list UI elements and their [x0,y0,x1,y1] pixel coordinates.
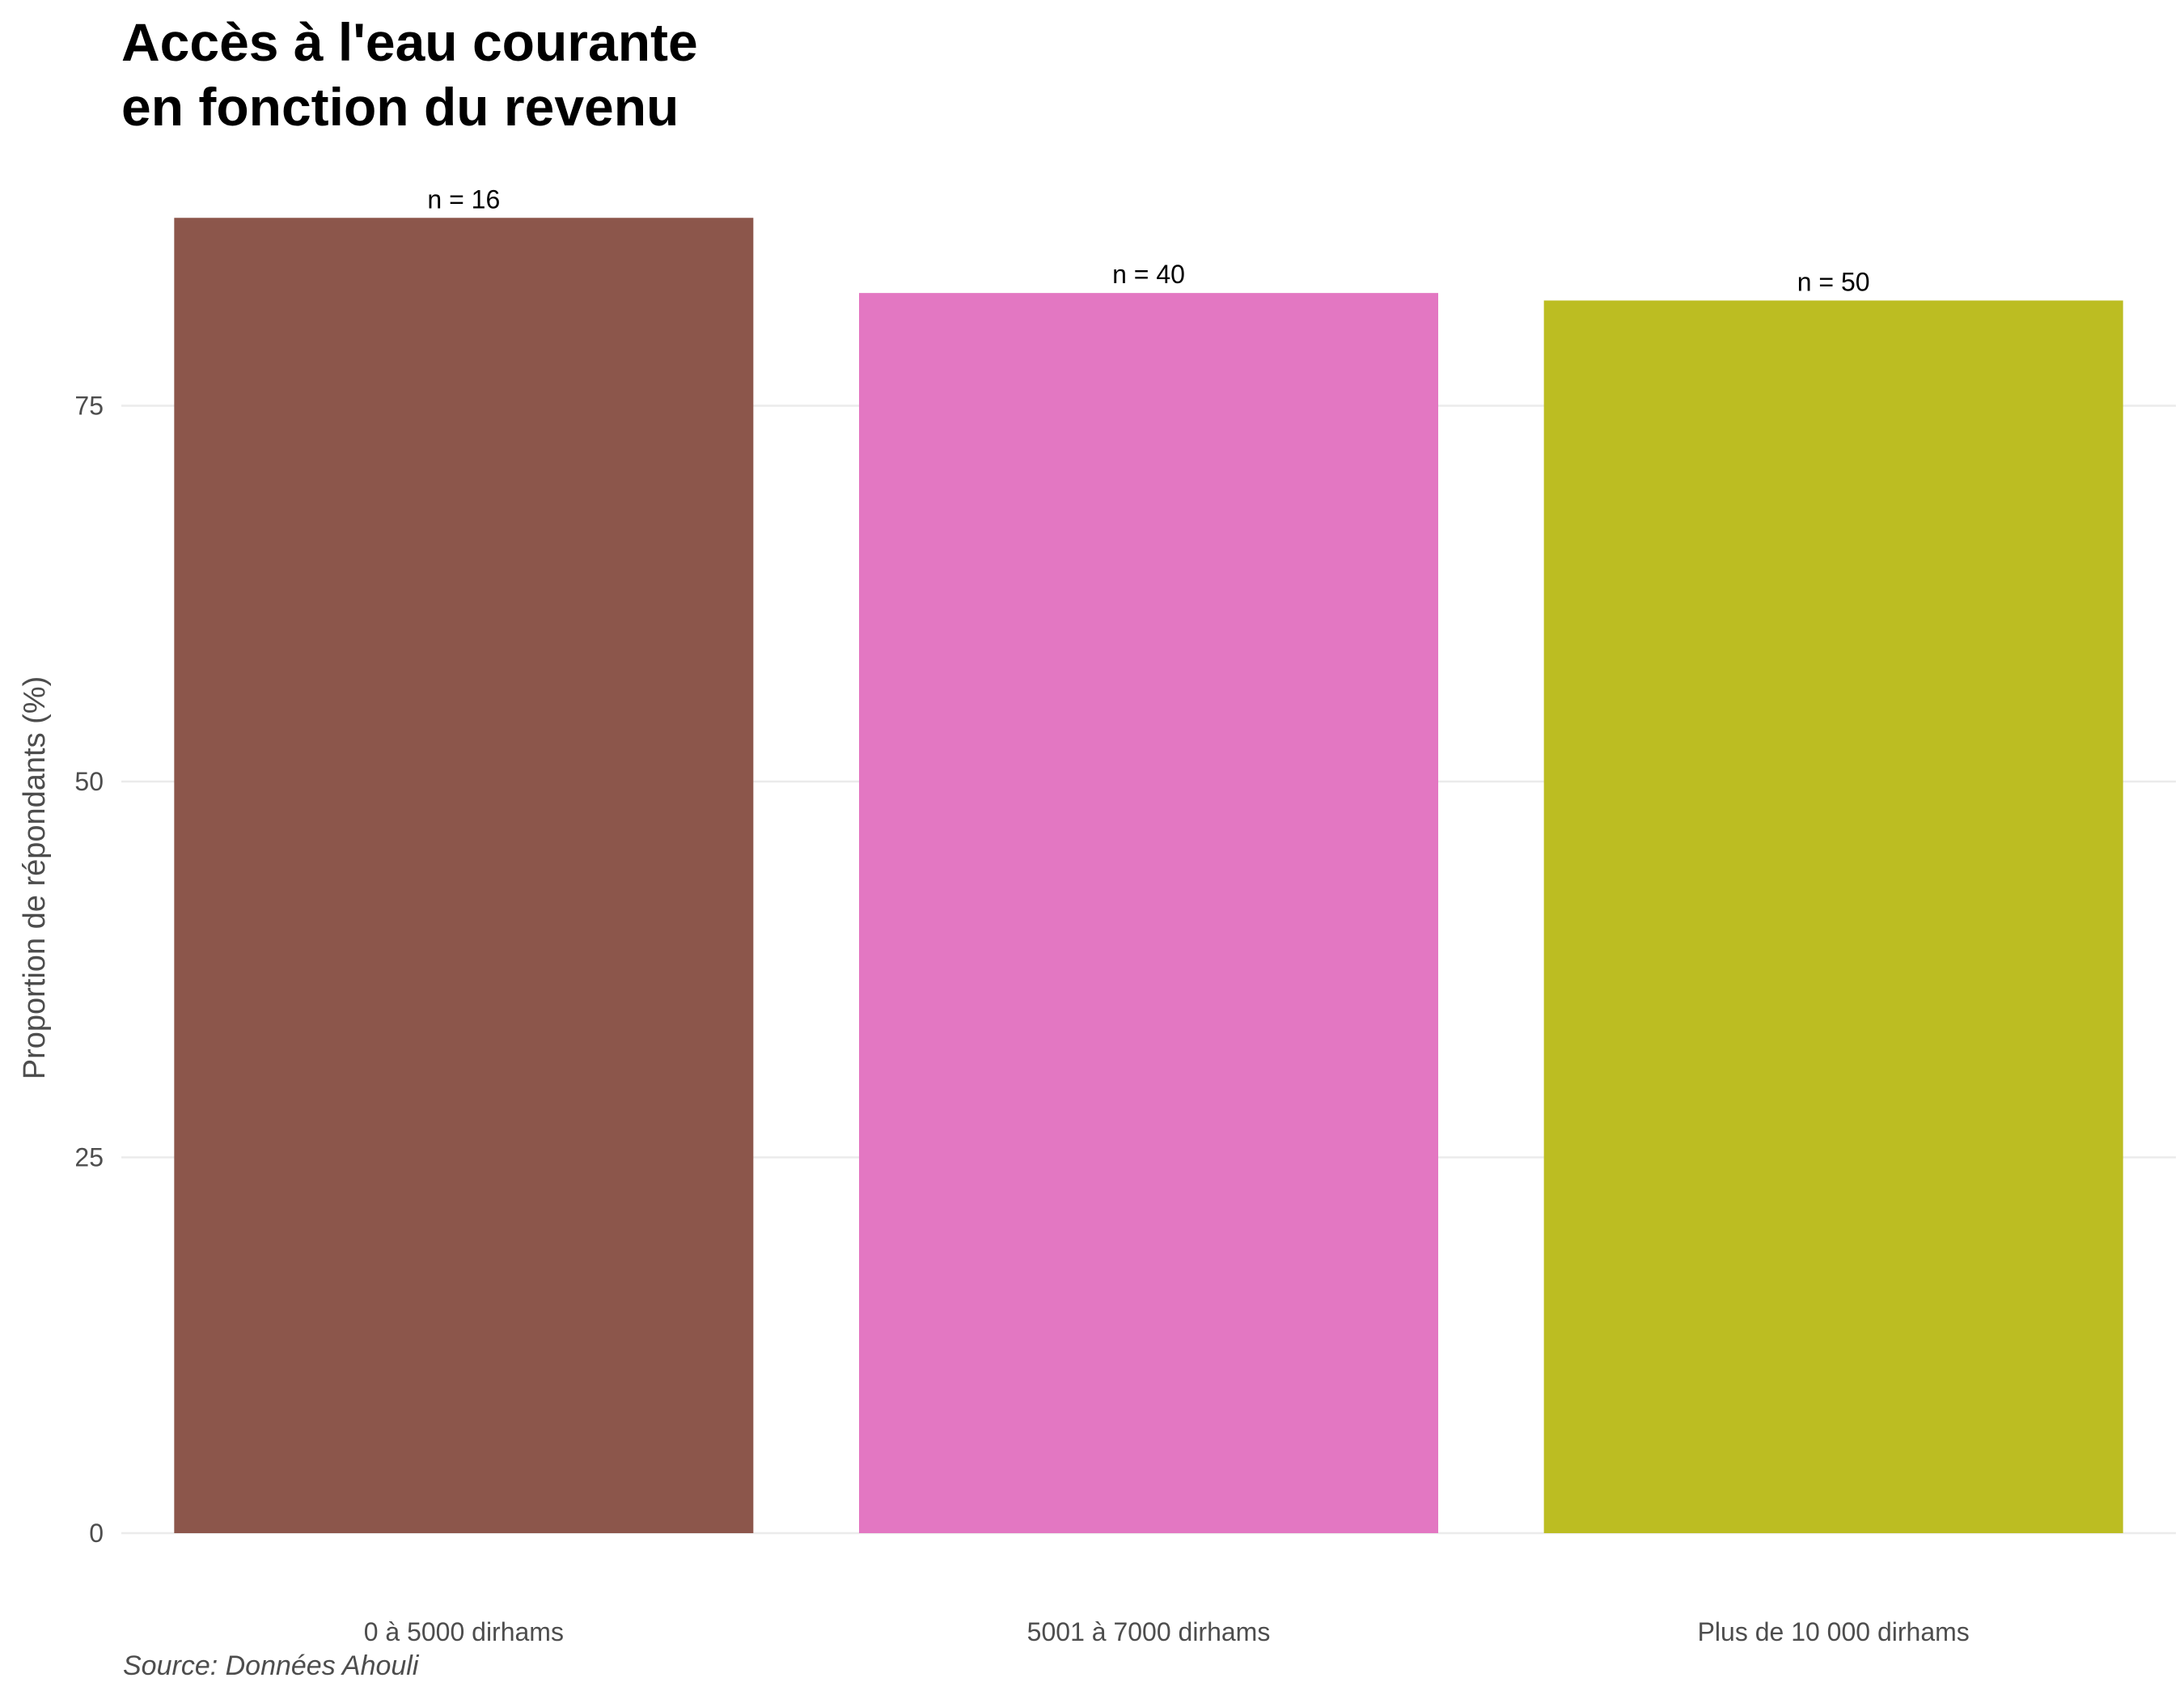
x-tick-label-1: 0 à 5000 dirhams [364,1617,564,1646]
bar-1 [174,218,754,1533]
y-tick-label-0: 0 [89,1519,104,1548]
source-caption: Source: Données Ahouli [123,1650,419,1681]
x-tick-label-3: Plus de 10 000 dirhams [1698,1617,1970,1646]
bar-count-label-2: n = 40 [1112,260,1185,289]
chart-title-line-2: en fonction du revenu [121,77,679,137]
y-axis-title: Proportion de répondants (%) [18,676,52,1080]
bar-3 [1543,300,2123,1534]
y-tick-label-50: 50 [74,767,104,796]
y-tick-label-75: 75 [74,392,104,421]
y-axis-ticks: 0 25 50 75 [74,392,104,1549]
bars [174,218,2123,1534]
x-axis-ticks: 0 à 5000 dirhams 5001 à 7000 dirhams Plus … [364,1617,1970,1646]
chart-title-line-1: Accès à l'eau courante [121,12,698,72]
bar-count-label-1: n = 16 [427,184,500,214]
chart-title: Accès à l'eau courante en fonction du re… [121,10,698,139]
bar-count-label-3: n = 50 [1797,267,1870,296]
bar-labels: n = 16 n = 40 n = 50 [427,184,1869,296]
x-tick-label-2: 5001 à 7000 dirhams [1027,1617,1271,1646]
y-tick-label-25: 25 [74,1143,104,1172]
bar-2 [859,293,1438,1533]
